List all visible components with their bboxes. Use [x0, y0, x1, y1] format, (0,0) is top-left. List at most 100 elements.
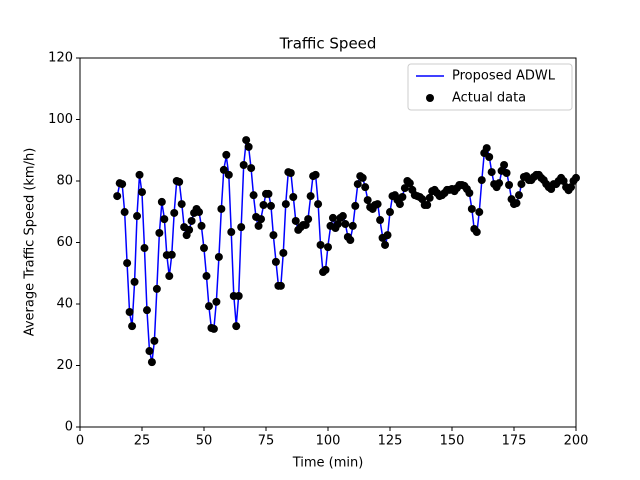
data-point	[133, 212, 142, 221]
data-point	[353, 180, 362, 189]
data-point	[217, 204, 226, 213]
data-point	[264, 189, 273, 198]
data-point	[123, 259, 132, 268]
data-point	[125, 307, 134, 316]
data-point	[177, 200, 186, 209]
data-point	[306, 192, 315, 201]
data-point	[425, 193, 434, 202]
data-point	[376, 216, 385, 225]
data-point	[477, 176, 486, 185]
data-point	[314, 200, 323, 209]
data-point	[373, 200, 382, 209]
data-point	[341, 220, 350, 229]
data-point	[242, 136, 251, 145]
data-point	[358, 173, 367, 182]
data-point	[286, 169, 295, 178]
data-point	[222, 150, 231, 159]
data-point	[381, 240, 390, 249]
y-tick-label: 40	[56, 297, 73, 312]
data-point	[517, 180, 526, 189]
x-tick-label: 125	[378, 434, 403, 449]
y-tick-label: 60	[56, 235, 73, 250]
data-point	[232, 322, 241, 331]
data-point	[202, 272, 211, 281]
data-point	[291, 216, 300, 225]
y-tick-label: 80	[56, 174, 73, 189]
data-point	[361, 183, 370, 192]
y-tick-label: 120	[48, 51, 73, 66]
data-point	[219, 165, 228, 174]
data-point	[512, 199, 521, 208]
data-point	[472, 228, 481, 237]
data-point	[567, 183, 576, 192]
data-point	[321, 265, 330, 274]
data-point	[145, 347, 154, 356]
data-point	[465, 188, 474, 197]
data-point	[227, 228, 236, 237]
data-point	[152, 284, 161, 293]
chart-title: Traffic Speed	[279, 35, 377, 53]
data-point	[304, 215, 313, 224]
data-point	[289, 192, 298, 201]
data-point	[138, 188, 146, 197]
data-point	[423, 200, 432, 209]
data-point	[204, 302, 213, 311]
data-point	[271, 257, 280, 266]
data-point	[351, 201, 360, 210]
data-point	[185, 225, 194, 234]
y-tick-label: 100	[48, 112, 73, 127]
data-point	[155, 228, 164, 237]
data-point	[475, 208, 484, 217]
data-point	[118, 180, 127, 189]
data-point	[311, 170, 320, 179]
data-point	[405, 179, 414, 188]
data-point	[514, 191, 523, 200]
data-point	[482, 144, 491, 153]
data-point	[254, 221, 263, 230]
data-point	[502, 169, 511, 178]
data-point	[467, 204, 476, 213]
legend-box	[407, 63, 573, 111]
data-point	[338, 212, 347, 221]
data-point	[212, 297, 221, 306]
data-point	[142, 306, 151, 315]
data-point	[279, 248, 288, 257]
data-point	[257, 215, 266, 224]
data-point	[224, 170, 233, 179]
data-point	[500, 161, 509, 170]
data-point	[328, 213, 337, 222]
data-point	[239, 161, 248, 170]
data-point	[505, 180, 514, 189]
data-point	[324, 243, 332, 252]
x-tick-label: 100	[316, 434, 341, 449]
data-point	[400, 184, 409, 193]
x-tick-label: 0	[76, 434, 84, 449]
data-point	[249, 191, 258, 200]
data-point	[200, 244, 208, 253]
data-point	[495, 179, 504, 188]
data-point	[197, 221, 206, 230]
data-point	[214, 252, 223, 261]
data-point	[363, 196, 372, 205]
x-tick-label: 75	[258, 434, 275, 449]
data-point	[348, 221, 357, 230]
legend: Proposed ADWL Actual data	[407, 63, 573, 111]
legend-label: Proposed ADWL	[452, 69, 556, 84]
data-point	[187, 216, 196, 225]
data-point	[247, 164, 256, 173]
data-point	[281, 200, 290, 209]
data-point	[487, 168, 496, 177]
data-point	[160, 215, 169, 224]
data-point	[195, 208, 204, 217]
data-point	[113, 192, 122, 201]
data-point	[165, 272, 174, 281]
data-point	[333, 220, 342, 229]
x-tick-label: 50	[196, 434, 213, 449]
data-point	[244, 142, 253, 151]
x-tick-label: 150	[440, 434, 465, 449]
data-point	[398, 192, 407, 201]
data-point	[237, 223, 246, 232]
data-point	[128, 322, 137, 331]
x-tick-label: 175	[502, 434, 527, 449]
